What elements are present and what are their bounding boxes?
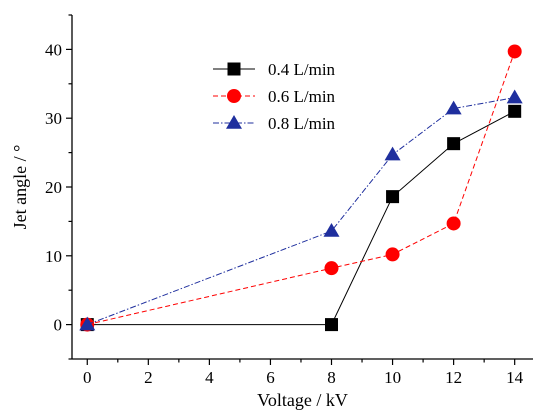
legend-label: 0.4 L/min bbox=[268, 60, 336, 79]
data-point bbox=[385, 247, 400, 262]
series-layer bbox=[79, 44, 523, 332]
data-point bbox=[508, 104, 522, 118]
data-point bbox=[386, 190, 400, 204]
data-point bbox=[384, 146, 401, 161]
x-axis-title: Voltage / kV bbox=[257, 390, 348, 410]
legend-marker bbox=[226, 115, 242, 129]
data-point bbox=[446, 216, 461, 231]
x-tick-label: 8 bbox=[327, 368, 336, 387]
x-tick-label: 6 bbox=[266, 368, 275, 387]
data-point bbox=[79, 316, 96, 331]
y-tick-label: 10 bbox=[45, 247, 62, 266]
x-tick-label: 0 bbox=[83, 368, 92, 387]
legend-item: 0.6 L/min bbox=[213, 87, 336, 106]
series-2 bbox=[80, 44, 522, 332]
y-tick-label: 40 bbox=[45, 40, 62, 59]
y-tick-label: 20 bbox=[45, 178, 62, 197]
data-point bbox=[506, 89, 523, 104]
y-axis-title: Jet angle / ° bbox=[10, 145, 30, 230]
x-tick-label: 14 bbox=[506, 368, 524, 387]
legend-item: 0.4 L/min bbox=[213, 60, 336, 79]
data-point bbox=[507, 44, 522, 59]
y-tick-label: 0 bbox=[54, 316, 63, 335]
axes: 0 2 4 6 8 10 12 14 0 10 20 30 40 bbox=[45, 14, 533, 387]
x-tick-label: 10 bbox=[384, 368, 401, 387]
series-3 bbox=[79, 89, 523, 331]
x-tick-label: 4 bbox=[205, 368, 214, 387]
series-1 bbox=[80, 104, 522, 332]
legend-item: 0.8 L/min bbox=[213, 114, 336, 133]
legend-label: 0.8 L/min bbox=[268, 114, 336, 133]
legend-label: 0.6 L/min bbox=[268, 87, 336, 106]
x-tick-label: 12 bbox=[445, 368, 462, 387]
legend-marker bbox=[227, 62, 241, 76]
legend: 0.4 L/min 0.6 L/min 0.8 L/min bbox=[213, 60, 336, 133]
data-point bbox=[445, 100, 462, 115]
legend-marker bbox=[227, 89, 241, 103]
x-tick-label: 2 bbox=[144, 368, 153, 387]
data-point bbox=[447, 137, 461, 151]
data-point bbox=[324, 261, 339, 276]
y-tick-label: 30 bbox=[45, 109, 62, 128]
data-point bbox=[323, 223, 340, 237]
data-point bbox=[325, 318, 339, 332]
